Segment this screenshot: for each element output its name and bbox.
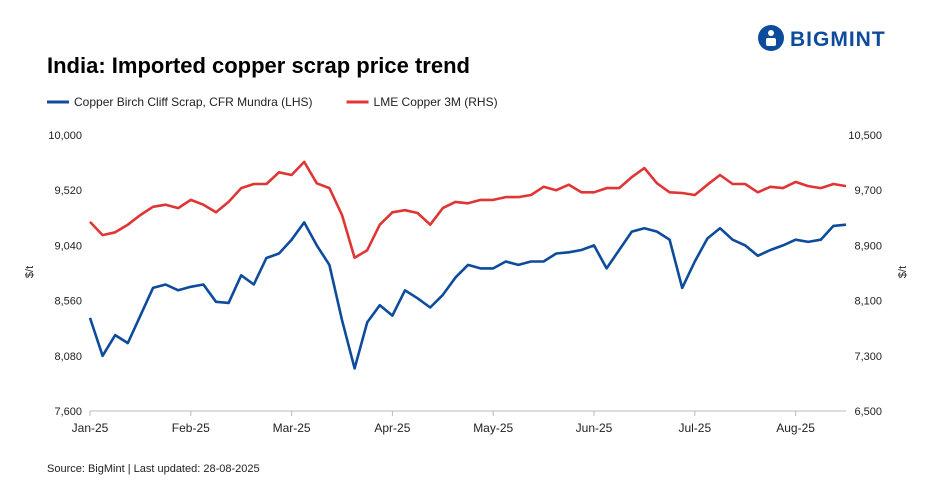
logo-text: BIGMINT: [790, 28, 886, 51]
x-tick-label: Jul-25: [678, 421, 711, 435]
x-tick-label: Aug-25: [776, 421, 815, 435]
y-tick-label: 8,080: [54, 351, 82, 363]
logo-icon-head: [768, 30, 774, 36]
logo-icon-body: [766, 38, 776, 46]
y-tick-label: 9,040: [54, 240, 82, 252]
y-tick-label: 9,520: [54, 185, 82, 197]
chart-title: India: Imported copper scrap price trend: [47, 53, 470, 78]
x-tick-label: Apr-25: [374, 421, 410, 435]
logo: BIGMINT: [758, 25, 886, 51]
y2-tick-label: 8,100: [854, 296, 882, 308]
x-tick-label: Jun-25: [576, 421, 613, 435]
y-tick-label: 7,600: [54, 406, 82, 418]
x-tick-label: Jan-25: [72, 421, 109, 435]
series-line: [89, 160, 847, 260]
y-tick-label: 8,560: [54, 296, 82, 308]
y2-tick-label: 10,500: [848, 130, 882, 142]
x-tick-label: May-25: [473, 421, 513, 435]
y2-tick-label: 8,900: [854, 240, 882, 252]
y-tick-label: 10,000: [48, 130, 82, 142]
legend-label: Copper Birch Cliff Scrap, CFR Mundra (LH…: [74, 95, 313, 109]
y2-tick-label: 7,300: [854, 351, 882, 363]
x-tick-label: Feb-25: [172, 421, 210, 435]
source-note: Source: BigMint | Last updated: 28-08-20…: [47, 463, 260, 475]
x-tick-label: Mar-25: [273, 421, 311, 435]
y-axis-label: $/t: [24, 266, 36, 278]
series-line: [88, 221, 847, 370]
legend-label: LME Copper 3M (RHS): [374, 95, 498, 109]
y2-tick-label: 9,700: [854, 185, 882, 197]
y2-axis-label: $/t: [897, 266, 909, 278]
y2-tick-label: 6,500: [854, 406, 882, 418]
